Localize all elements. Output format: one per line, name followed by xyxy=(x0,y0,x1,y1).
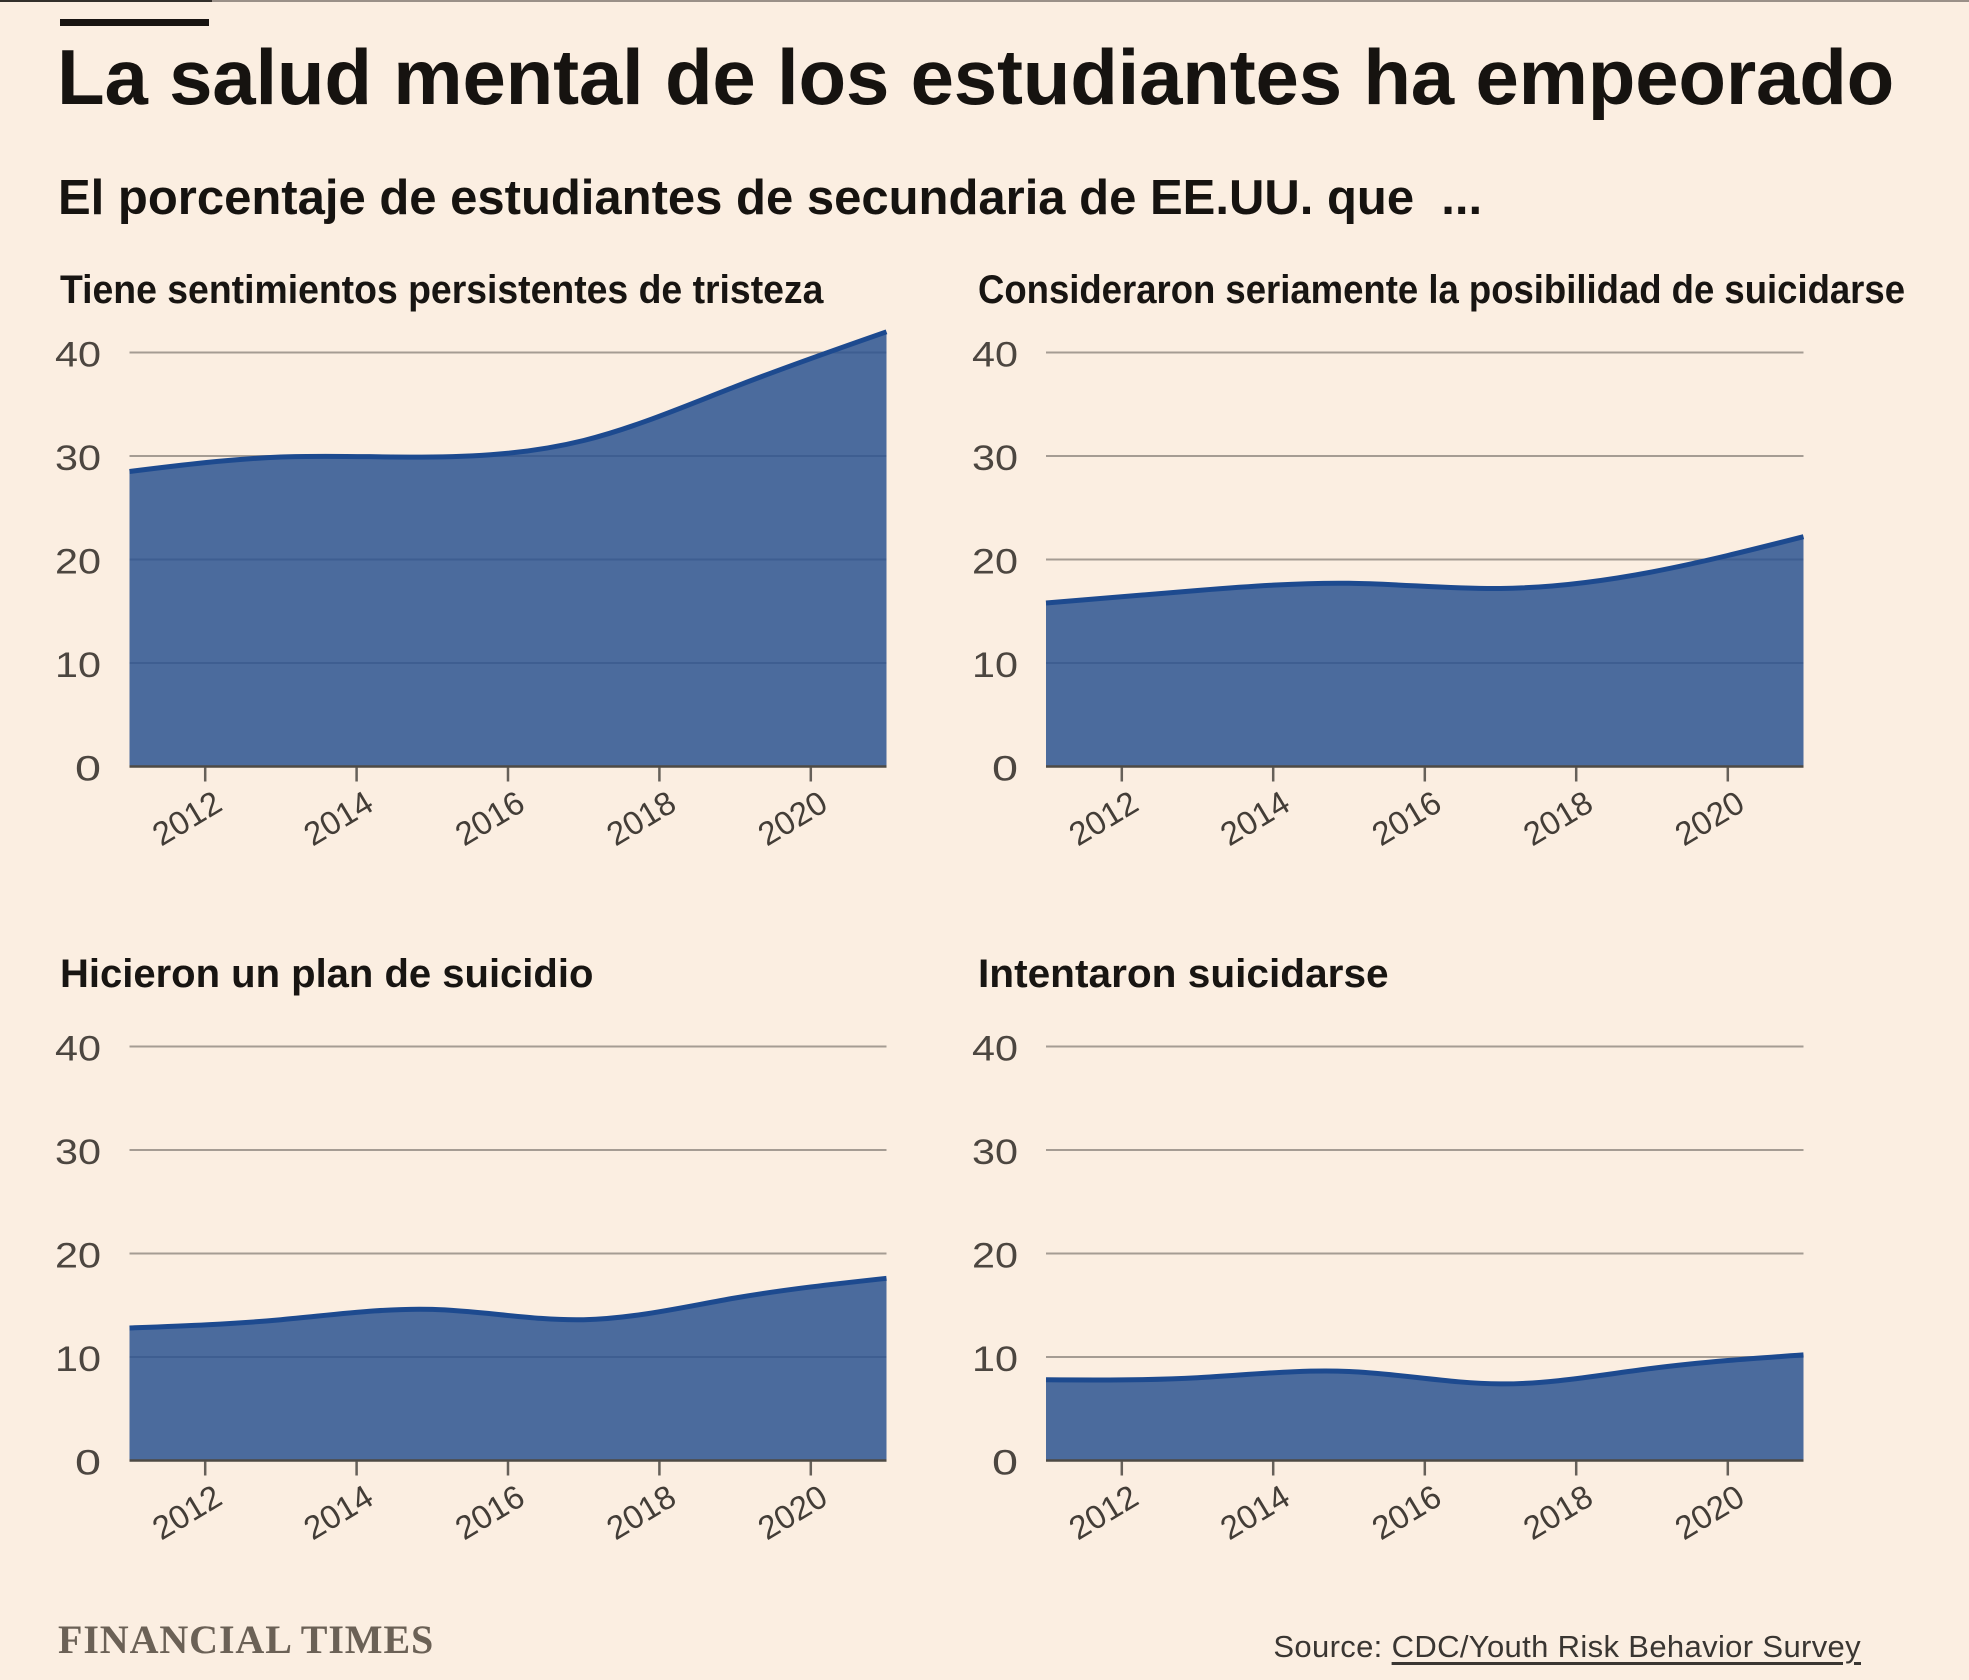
svg-text:30: 30 xyxy=(55,1133,101,1172)
svg-text:2020: 2020 xyxy=(751,783,833,853)
svg-text:2020: 2020 xyxy=(1668,783,1750,853)
svg-text:2016: 2016 xyxy=(449,1477,531,1547)
svg-text:0: 0 xyxy=(75,750,101,789)
svg-text:2014: 2014 xyxy=(297,783,379,853)
svg-text:0: 0 xyxy=(75,1444,101,1483)
svg-text:40: 40 xyxy=(972,1030,1018,1069)
svg-text:2012: 2012 xyxy=(146,783,228,853)
svg-text:0: 0 xyxy=(992,1444,1018,1483)
svg-text:2012: 2012 xyxy=(1062,783,1144,853)
svg-text:2012: 2012 xyxy=(1062,1477,1144,1547)
svg-text:10: 10 xyxy=(55,1340,101,1379)
svg-text:2020: 2020 xyxy=(751,1477,833,1547)
svg-text:10: 10 xyxy=(972,1340,1018,1379)
svg-text:2018: 2018 xyxy=(1517,1477,1599,1547)
svg-text:2018: 2018 xyxy=(600,1477,682,1547)
svg-text:2014: 2014 xyxy=(297,1477,379,1547)
svg-text:2014: 2014 xyxy=(1214,1477,1296,1547)
svg-text:40: 40 xyxy=(55,1030,101,1069)
svg-text:20: 20 xyxy=(55,543,101,582)
svg-text:2018: 2018 xyxy=(1517,783,1599,853)
svg-text:30: 30 xyxy=(972,439,1018,478)
svg-text:30: 30 xyxy=(972,1133,1018,1172)
svg-text:2016: 2016 xyxy=(1365,783,1447,853)
svg-text:40: 40 xyxy=(55,336,101,375)
svg-text:40: 40 xyxy=(972,336,1018,375)
svg-text:2020: 2020 xyxy=(1668,1477,1750,1547)
svg-text:20: 20 xyxy=(55,1237,101,1276)
svg-text:10: 10 xyxy=(55,646,101,685)
svg-text:2016: 2016 xyxy=(449,783,531,853)
svg-text:2012: 2012 xyxy=(146,1477,228,1547)
svg-text:20: 20 xyxy=(972,543,1018,582)
svg-text:30: 30 xyxy=(55,439,101,478)
svg-text:10: 10 xyxy=(972,646,1018,685)
svg-text:2018: 2018 xyxy=(600,783,682,853)
svg-text:2014: 2014 xyxy=(1214,783,1296,853)
svg-text:2016: 2016 xyxy=(1365,1477,1447,1547)
svg-text:20: 20 xyxy=(972,1237,1018,1276)
svg-text:0: 0 xyxy=(992,750,1018,789)
